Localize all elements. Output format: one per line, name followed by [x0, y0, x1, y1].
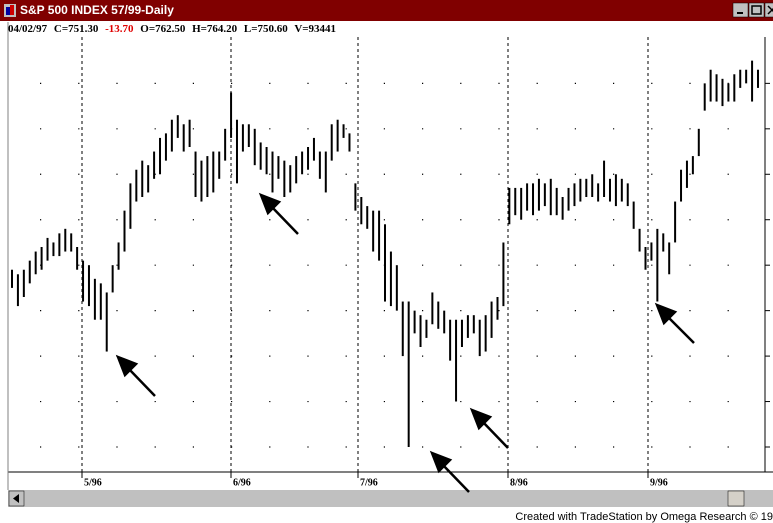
title-bar — [0, 0, 773, 21]
arrow-head — [654, 302, 678, 326]
arrow-head — [258, 192, 282, 216]
arrow — [480, 419, 509, 449]
scroll-thumb[interactable] — [727, 490, 745, 507]
maximize-glyph — [751, 5, 762, 15]
arrow-head — [115, 354, 139, 378]
quote-high: H=764.20 — [192, 23, 238, 35]
close-glyph — [767, 5, 773, 15]
quote-low: L=750.60 — [244, 23, 288, 35]
quote-change: -13.70 — [105, 23, 134, 35]
arrow-head — [429, 450, 453, 474]
scroll-left-arrow — [13, 494, 19, 503]
footer-bar — [0, 508, 773, 523]
quote-volume: V=93441 — [294, 23, 336, 35]
quote-date: 04/02/97 — [8, 23, 48, 35]
x-tick-label: 6/96 — [233, 477, 251, 488]
x-tick-label: 7/96 — [360, 477, 378, 488]
arrow — [440, 462, 470, 493]
quote-open: O=762.50 — [140, 23, 186, 35]
footer: Created with TradeStation by Omega Resea… — [515, 511, 773, 523]
arrow — [269, 204, 299, 235]
x-tick-label: 9/96 — [650, 477, 668, 488]
window-title: S&P 500 INDEX 57/99-Daily — [20, 3, 174, 17]
minimize-button[interactable] — [732, 2, 749, 18]
arrow-head — [469, 407, 493, 431]
x-tick-label: 5/96 — [84, 477, 102, 488]
arrow — [126, 366, 156, 397]
x-tick-label: 8/96 — [510, 477, 528, 488]
arrows — [115, 192, 695, 493]
scrollbar[interactable] — [8, 490, 773, 507]
quote-line: 04/02/97 C=751.30 -13.70 O=762.50 H=764.… — [8, 23, 336, 35]
arrow — [665, 314, 695, 344]
app-icon-part — [10, 5, 14, 15]
quote-close: C=751.30 — [54, 23, 99, 35]
app-icon-part — [6, 7, 10, 15]
